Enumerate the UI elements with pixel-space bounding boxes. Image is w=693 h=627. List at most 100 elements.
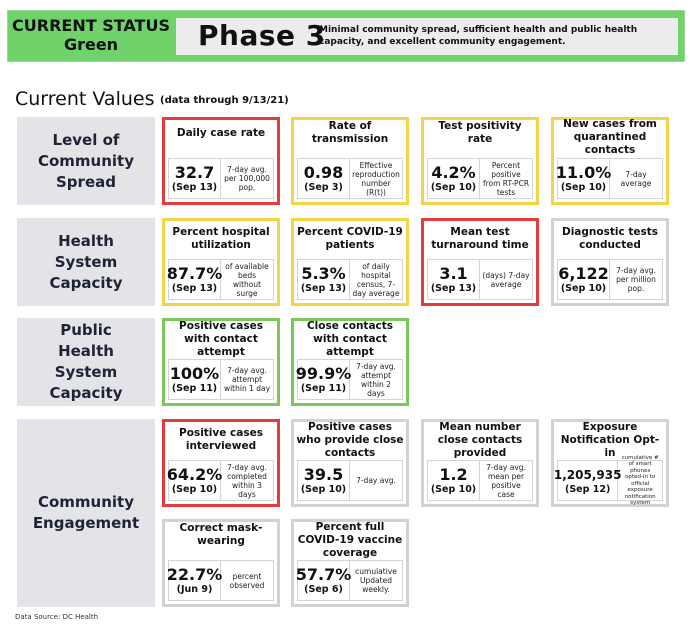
metric-date: (Sep 10): [300, 483, 347, 495]
card-test-positivity-rate: Test positivity rate 4.2% (Sep 10) Percen…: [421, 117, 539, 205]
metric-date: (Jun 9): [176, 583, 213, 595]
metric-date: (Sep 10): [171, 483, 218, 495]
phase-box: Phase 3 Minimal community spread, suffic…: [176, 18, 678, 55]
current-values-title: Current Values: [15, 88, 155, 110]
metric-description: 7-day avg. per million pop.: [616, 266, 656, 293]
card-title: Mean number close contacts provided: [437, 420, 523, 459]
status-banner: CURRENT STATUS Green Phase 3 Minimal com…: [7, 10, 685, 62]
card-provide-close-contacts: Positive cases who provide close contact…: [291, 419, 409, 507]
card-body: 100% (Sep 11) 7-day avg. attempt within 1…: [168, 359, 274, 400]
card-diagnostic-tests: Diagnostic tests conducted 6,122 (Sep 10)…: [551, 218, 669, 306]
metric-value: 57.7%: [295, 564, 352, 584]
card-title: Mean test turnaround time: [431, 226, 529, 251]
metric-date: (Sep 10): [430, 483, 477, 495]
metric-date: (Sep 10): [430, 181, 477, 193]
metric-date: (Sep 11): [300, 382, 347, 394]
current-values-subtitle: (data through 9/13/21): [160, 95, 289, 106]
card-body: 22.7% (Jun 9) percent observed: [166, 560, 274, 601]
card-body: 1,205,935 (Sep 12) cumulative # of smart …: [553, 454, 663, 507]
metric-value: 3.1: [439, 263, 468, 283]
card-title: Positive cases who provide close contact…: [296, 420, 404, 459]
card-title: Correct mask-wearing: [179, 522, 263, 547]
card-title: Percent hospital utilization: [172, 226, 270, 251]
metric-description: cumulative Updated weekly.: [355, 567, 397, 594]
card-body: 6,122 (Sep 10) 7-day avg. per million pop…: [557, 259, 663, 300]
metric-date: (Sep 13): [171, 282, 218, 294]
metric-description: cumulative # of smart phones opted-in to…: [621, 454, 659, 507]
card-mask-wearing: Correct mask-wearing 22.7% (Jun 9) percen…: [162, 519, 280, 607]
category-community-engagement: Community Engagement: [17, 419, 155, 607]
metric-value: 99.9%: [295, 363, 352, 383]
metric-description: 7-day avg. attempt within 2 days: [356, 361, 396, 398]
card-daily-case-rate: Daily case rate 32.7 (Sep 13) 7-day avg. …: [162, 117, 280, 205]
card-body: 32.7 (Sep 13) 7-day avg. per 100,000 pop.: [168, 158, 274, 199]
metric-value: 1.2: [439, 464, 468, 484]
card-body: 4.2% (Sep 10) Percent positive from RT-PC…: [427, 158, 533, 199]
category-health-system: Health System Capacity: [17, 218, 155, 306]
metric-description: (days) 7-day average: [482, 270, 530, 289]
card-mean-close-contacts: Mean number close contacts provided 1.2(…: [421, 419, 539, 507]
phase-title: Phase 3: [198, 19, 326, 52]
metric-value: 87.7%: [166, 263, 223, 283]
card-body: 39.5 (Sep 10) 7-day avg.: [297, 460, 403, 501]
metric-description: of available beds without surge: [225, 261, 269, 298]
metric-value: 100%: [169, 363, 220, 383]
metric-value: 4.2%: [431, 162, 476, 182]
current-status: CURRENT STATUS Green: [8, 16, 174, 54]
metric-date: (Sep 13): [430, 282, 477, 294]
card-title: Exposure Notification Opt-in: [560, 420, 660, 459]
card-exposure-notification: Exposure Notification Opt-in 1,205,935 (S…: [551, 419, 669, 507]
card-new-cases-quarantined: New cases from quarantined contacts 11.0…: [551, 117, 669, 205]
metric-value: 22.7%: [166, 564, 223, 584]
metric-date: (Sep 13): [171, 181, 218, 193]
card-hospital-utilization: Percent hospital utilization 87.7% (Sep 1…: [162, 218, 280, 306]
card-covid-patients: Percent COVID-19 patients 5.3% (Sep 13) o…: [291, 218, 409, 306]
category-public-health: Public Health System Capacity: [17, 318, 155, 406]
card-body: 11.0% (Sep 10) 7-day average: [555, 158, 663, 199]
metric-date: (Sep 6): [304, 583, 343, 595]
metric-date: (Sep 3): [304, 181, 343, 193]
card-body: 64.2% (Sep 10) 7-day avg. completed withi…: [167, 460, 274, 501]
card-body: 57.7% (Sep 6) cumulative Updated weekly.: [295, 560, 403, 601]
card-body: 3.1 (Sep 13) (days) 7-day average: [427, 259, 533, 300]
metric-value: 6,122: [558, 263, 609, 283]
metric-value: 5.3%: [301, 263, 346, 283]
data-source: Data Source: DC Health: [15, 613, 99, 621]
card-title: Positive cases with contact attempt: [179, 319, 263, 358]
metric-description: Effective reproduction number (R(t)): [352, 160, 400, 197]
phase-description: Minimal community spread, sufficient hea…: [319, 25, 638, 47]
card-vaccine-coverage: Percent full COVID-19 vaccine coverage 5…: [291, 519, 409, 607]
metric-value: 32.7: [174, 162, 215, 182]
card-title: Rate of transmission: [311, 120, 389, 145]
card-body: 99.9% (Sep 11) 7-day avg. attempt within …: [295, 359, 403, 400]
metric-description: of daily hospital census, 7-day average: [352, 261, 400, 298]
metric-description: 7-day avg. completed within 3 days: [227, 462, 267, 499]
status-value: Green: [63, 35, 119, 54]
metric-date: (Sep 13): [300, 282, 347, 294]
metric-description: percent observed: [229, 571, 265, 590]
metric-date: (Sep 10): [560, 282, 607, 294]
metric-date: (Sep 12): [565, 483, 611, 495]
metric-value: 11.0%: [555, 162, 612, 182]
card-body: 0.98 (Sep 3) Effective reproduction numbe…: [297, 158, 403, 199]
card-title: Test positivity rate: [438, 120, 522, 145]
metric-description: Percent positive from RT-PCR tests: [482, 160, 530, 197]
metric-value: 0.98: [303, 162, 344, 182]
status-label: CURRENT STATUS: [12, 16, 170, 35]
card-body: 1.2 (Sep 10) 7-day avg. mean per positive…: [427, 460, 533, 501]
metric-value: 1,205,935: [553, 467, 622, 482]
card-title: Positive cases interviewed: [179, 427, 263, 452]
metric-date: (Sep 11): [171, 382, 218, 394]
card-body: 5.3% (Sep 13) of daily hospital census, 7…: [297, 259, 403, 300]
metric-date: (Sep 10): [560, 181, 607, 193]
card-body: 87.7% (Sep 13) of available beds without …: [166, 259, 274, 300]
metric-description: 7-day average: [620, 169, 652, 188]
card-positive-contact-attempt: Positive cases with contact attempt 100%…: [162, 318, 280, 406]
card-title: Close contacts with contact attempt: [306, 319, 394, 358]
card-title: Daily case rate: [176, 126, 266, 139]
card-title: New cases from quarantined contacts: [563, 117, 657, 156]
metric-description: 7-day avg.: [356, 476, 396, 485]
card-positive-interviewed: Positive cases interviewed 64.2% (Sep 10)…: [162, 419, 280, 507]
card-title: Percent full COVID-19 vaccine coverage: [297, 520, 403, 559]
card-close-contacts-attempt: Close contacts with contact attempt 99.9…: [291, 318, 409, 406]
